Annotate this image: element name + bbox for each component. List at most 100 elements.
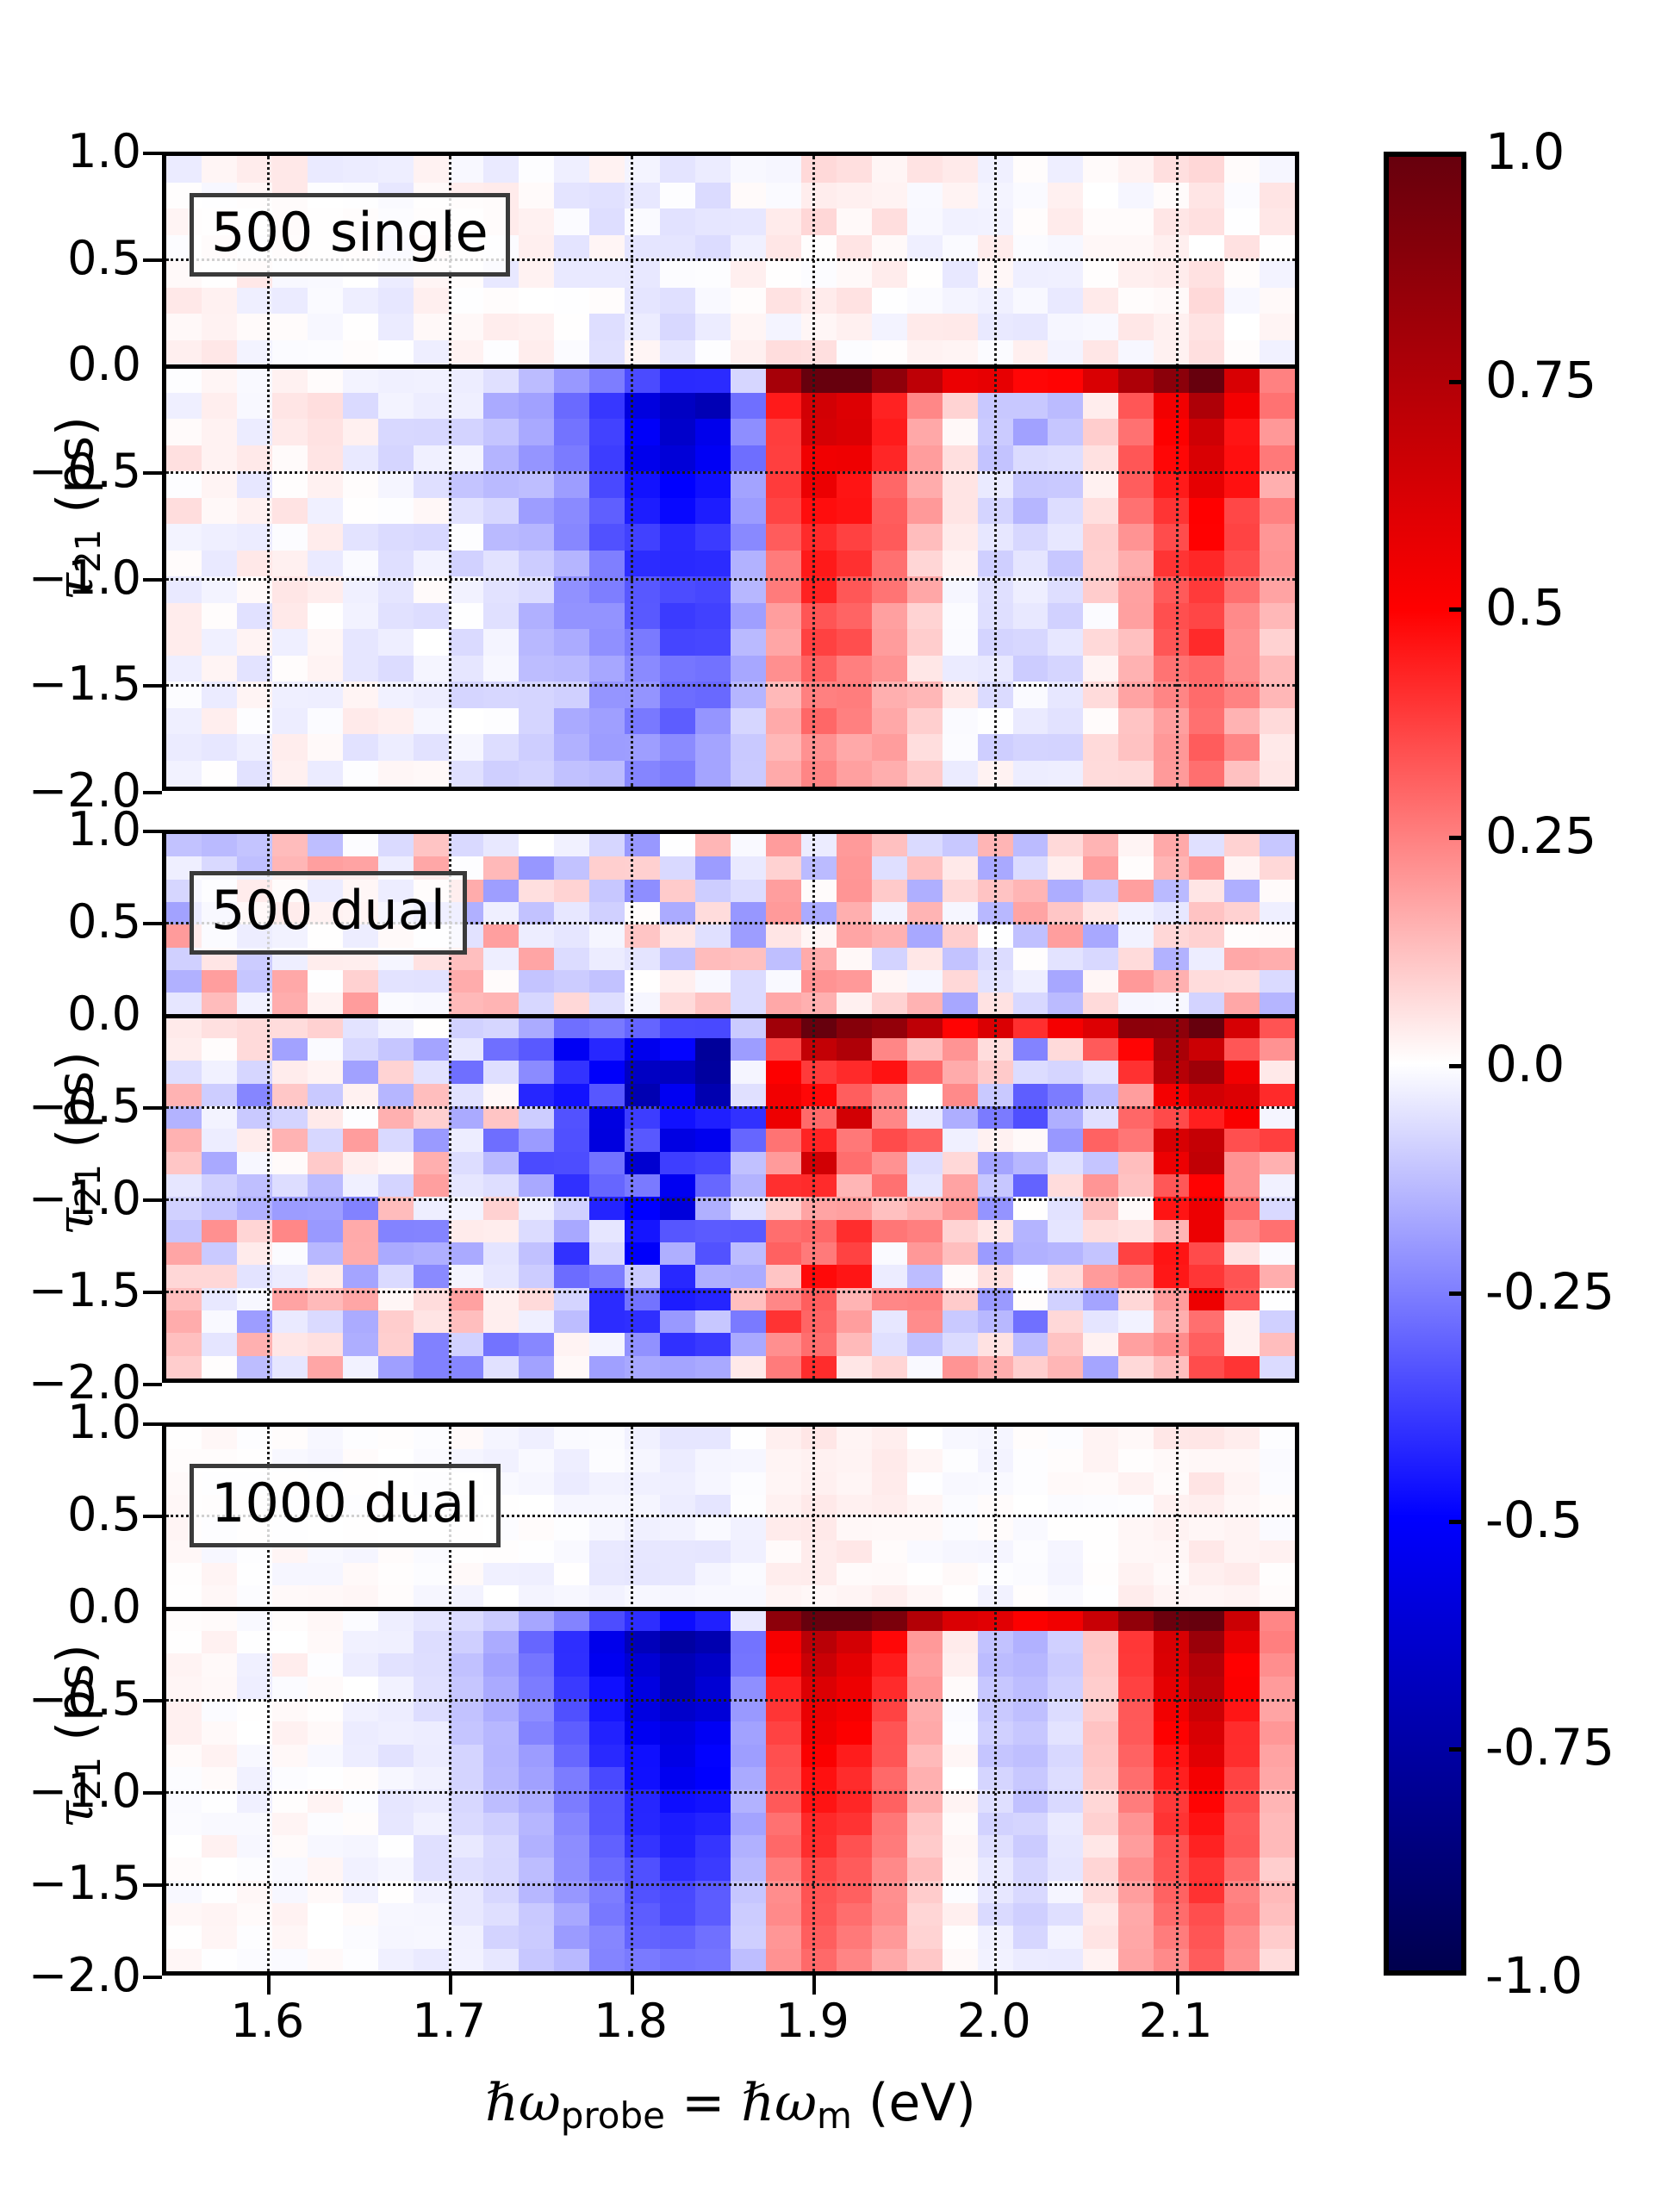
heatmap-cell [1012,1608,1048,1631]
heatmap-cell [942,419,978,445]
heatmap-cell [589,1427,625,1450]
heatmap-cell [695,1129,731,1152]
heatmap-cell [342,1015,378,1038]
heatmap-cell [1083,1355,1119,1379]
heatmap-cell [660,1517,696,1540]
heatmap-cell [483,1219,520,1242]
heatmap-cell [1224,856,1260,880]
heatmap-cell [1189,924,1225,948]
heatmap-cell [731,339,766,366]
heatmap-cell [519,734,555,761]
heatmap-cell [519,1835,555,1858]
heatmap-cell [201,655,237,682]
heatmap-cell [1189,1106,1225,1130]
heatmap-cell [731,1083,766,1106]
heatmap-cell [377,287,414,314]
heatmap-cell [871,1151,907,1174]
heatmap-cell [236,1355,272,1379]
heatmap-cell [1048,550,1084,576]
heatmap-cell [625,1767,661,1790]
heatmap-cell [695,970,731,993]
heatmap-cell [1012,1903,1048,1926]
heatmap-cell [271,1653,308,1677]
heatmap-cell [1048,1174,1084,1198]
heatmap-cell [166,1926,202,1949]
heatmap-cell [1118,1585,1154,1609]
heatmap-cell [1118,924,1154,948]
heatmap-cell [1260,1355,1295,1379]
heatmap-cell [1260,1242,1295,1266]
heatmap-cell [1083,1449,1119,1472]
heatmap-cell [695,993,731,1016]
heatmap-cell [765,419,801,445]
heatmap-cell [942,156,978,183]
y-tick-mark [143,577,162,582]
heatmap-cell [1048,1948,1084,1971]
heatmap-cell [413,550,449,576]
heatmap-cell [1189,902,1225,925]
heatmap-cell [765,445,801,471]
heatmap-cell [342,602,378,629]
heatmap-cell [625,1174,661,1198]
heatmap-cell [1118,1242,1154,1266]
heatmap-cell [1224,947,1260,970]
heatmap-cell [483,655,520,682]
heatmap-cell [483,734,520,761]
heatmap-cell [731,1310,766,1334]
heatmap-cell [342,524,378,551]
y-tick-label: 0.0 [67,337,141,392]
heatmap-cell [765,208,801,235]
heatmap-cell [554,314,590,340]
heatmap-cell [625,314,661,340]
heatmap-cell [342,734,378,761]
heatmap-cell [1260,924,1295,948]
heatmap-cell [765,1129,801,1152]
heatmap-cell [1083,497,1119,524]
heatmap-cell [236,392,272,419]
heatmap-cell [1224,1015,1260,1038]
heatmap-cell [589,993,625,1016]
heatmap-cell [1154,1472,1190,1495]
heatmap-cell [271,1948,308,1971]
heatmap-cell [660,834,696,857]
heatmap-cell [201,1061,237,1084]
heatmap-cell [1012,314,1048,340]
heatmap-cell [800,993,837,1016]
heatmap-cell [519,1631,555,1654]
heatmap-cell [765,1676,801,1699]
heatmap-cell [519,947,555,970]
heatmap-cell [377,1699,414,1722]
heatmap-cell [519,1767,555,1790]
heatmap-cell [695,760,731,787]
heatmap-cell [625,734,661,761]
heatmap-cell [1118,287,1154,314]
heatmap-cell [166,629,202,656]
heatmap-cell [1224,234,1260,261]
heatmap-cell [836,1903,872,1926]
heatmap-cell [201,445,237,471]
heatmap-cell [413,1242,449,1266]
heatmap-cell [1012,1355,1048,1379]
heatmap-cell [201,1333,237,1356]
y-tick-label: −0.5 [28,444,141,498]
heatmap-cell [589,1449,625,1472]
heatmap-cell [166,419,202,445]
heatmap-cell [201,1265,237,1288]
heatmap-cell [377,314,414,340]
heatmap-cell [1224,1835,1260,1858]
heatmap-cell [413,392,449,419]
heatmap-cell [800,1767,837,1790]
heatmap-cell [342,1926,378,1949]
heatmap-cell [625,1242,661,1266]
heatmap-cell [1260,445,1295,471]
heatmap-cell [1189,629,1225,656]
heatmap-cell [695,856,731,880]
heatmap-cell [519,1926,555,1949]
heatmap-cell [1224,993,1260,1016]
heatmap-cell [271,1151,308,1174]
heatmap-cell [201,1676,237,1699]
heatmap-cell [1189,392,1225,419]
heatmap-cell [1154,629,1190,656]
heatmap-cell [271,1926,308,1949]
heatmap-cell [519,1812,555,1835]
